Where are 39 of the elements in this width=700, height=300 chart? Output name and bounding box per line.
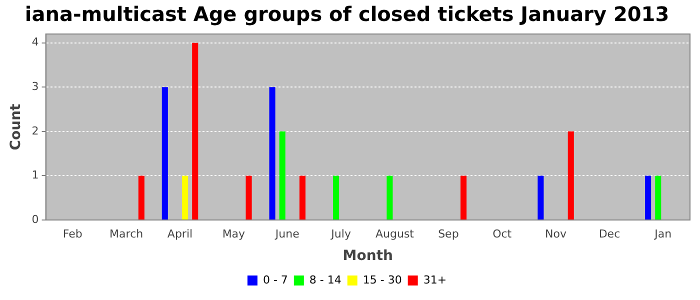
x-axis-title: Month [342,248,393,264]
bar [538,176,544,220]
y-tick-label: 3 [32,80,39,93]
x-tick-label: June [274,227,300,240]
legend-label: 0 - 7 [262,273,288,286]
x-tick-label: May [222,227,246,240]
legend-label: 31+ [423,273,447,286]
bar [162,87,168,220]
x-tick-label: July [330,227,352,240]
x-tick-label: Feb [62,227,82,240]
y-tick-label: 4 [32,36,39,49]
bar [568,131,574,220]
legend-label: 15 - 30 [362,273,402,286]
y-tick-label: 0 [32,212,39,226]
x-tick-label: March [110,227,144,240]
bar [333,176,340,220]
y-axis-title: Count [8,103,24,150]
bar [299,176,306,220]
chart-title: iana-multicast Age groups of closed tickets January 2013 [24,2,670,26]
bar [138,176,144,220]
bar [460,176,467,220]
y-tick-label: 1 [32,168,39,182]
x-tick-label: Oct [492,227,512,240]
bar [655,176,662,220]
x-tick-label: April [167,227,193,240]
x-tick-label: Sep [438,227,459,240]
x-tick-label: Jan [654,227,672,240]
bar [269,87,276,220]
bar [192,42,198,220]
x-tick-label: August [375,227,415,240]
bar [645,176,652,220]
x-tick-label: Nov [545,227,568,240]
x-tick-label: Dec [598,227,620,240]
bar [182,176,188,220]
bar [386,176,393,220]
y-tick-label: 2 [32,124,39,138]
bar [279,131,286,220]
legend-label: 8 - 14 [309,273,342,286]
bar [246,176,252,220]
